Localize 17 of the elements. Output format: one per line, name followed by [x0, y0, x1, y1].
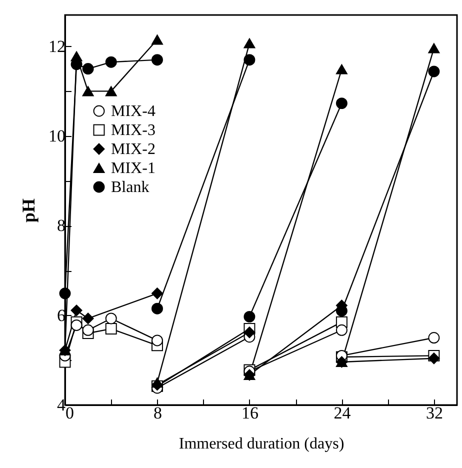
legend-label: MIX-3: [111, 122, 156, 139]
y-tick-label: 4: [57, 396, 66, 414]
x-tick-label: 8: [153, 404, 162, 422]
y-axis-title: pH: [18, 198, 38, 223]
x-tick-label: 32: [426, 404, 443, 422]
x-axis-title: Immersed duration (days): [178, 436, 344, 452]
x-tick-label: 24: [334, 404, 352, 422]
y-tick-label: 12: [48, 36, 66, 56]
x-tick-label: 16: [241, 404, 258, 422]
x-tick-label: 0: [66, 404, 74, 422]
y-tick-label: 8: [57, 216, 66, 236]
legend-label: MIX-2: [111, 141, 156, 158]
legend-label: MIX-1: [111, 160, 156, 177]
legend-label: MIX-4: [111, 103, 156, 120]
y-tick-label: 6: [57, 306, 66, 325]
y-tick-label: 10: [48, 126, 66, 146]
legend-label: Blank: [111, 179, 150, 196]
